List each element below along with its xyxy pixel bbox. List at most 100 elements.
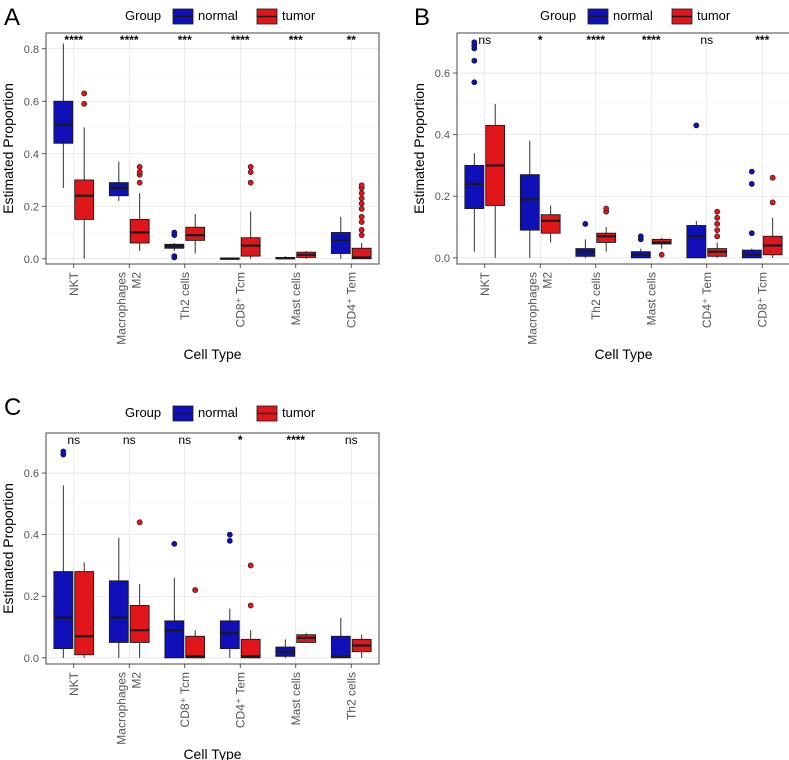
y-tick-label: 0.2 [435,191,450,203]
significance-label: **** [64,33,83,47]
x-tick-label-mast-cells: Mast cells [289,672,303,725]
x-tick-label-line: CD4⁺ Tem [700,272,714,328]
box-normal [53,43,74,188]
outlier-point [748,168,755,175]
x-tick-label-mast-cells: Mast cells [644,272,658,325]
box-body [240,638,261,659]
y-tick-label: 0.4 [24,149,39,161]
x-tick-label-line: CD8⁺ Tcm [233,272,247,327]
panel-c-label: C [4,394,21,421]
x-tick-label-line: Mast cells [644,272,658,325]
box-normal [519,140,540,258]
outlier-point [136,169,143,176]
outlier-point [714,233,721,240]
panel-a-grid [46,33,379,264]
box-body [596,232,617,243]
box-body [108,580,129,643]
outlier-point [358,195,365,202]
x-tick-label-cd4-tem: CD4⁺ Tem [344,272,358,328]
x-tick-label-mast-cells: Mast cells [289,272,303,325]
box-normal [741,168,762,259]
panel-b-y-axis-title: Estimated Proportion [411,83,427,214]
x-tick-label-line: Th2 cells [344,672,358,720]
legend-label-normal: normal [198,8,238,23]
outlier-point [81,90,88,97]
box-body [185,226,206,241]
significance-label: **** [286,433,305,447]
box-normal [164,540,185,659]
y-tick-label: 0.4 [24,530,39,542]
box-tumor [540,205,561,243]
x-tick-label-th2-cells: Th2 cells [178,272,192,320]
panel-c-legend: Group normal tumor [125,405,316,422]
outlier-point [247,179,254,186]
panel-a-y-axis-title: Estimated Proportion [0,83,16,214]
box-normal [330,216,351,259]
box-normal [630,233,651,259]
box-body [108,182,129,197]
box-body [129,605,150,643]
x-tick-label-cd8-tcm: CD8⁺ Tcm [178,672,192,727]
significance-label: ns [123,433,136,447]
box-tumor [240,562,261,659]
legend-label-normal: normal [613,8,653,23]
box-body [519,174,540,231]
x-tick-label-line: CD4⁺ Tem [344,272,358,328]
box-body [74,571,95,656]
panel-b-legend: Group normal tumor [540,8,731,25]
x-tick-label-line: CD8⁺ Tcm [178,672,192,727]
x-tick-label-cd8-tcm: CD8⁺ Tcm [233,272,247,327]
significance-label: *** [289,33,303,47]
significance-label: *** [755,33,769,47]
box-normal [164,229,185,261]
box-tumor [351,634,372,658]
outlier-point [714,208,721,215]
outlier-point [60,448,67,455]
panel-a-x-axis-title: Cell Type [183,346,241,362]
box-normal [464,39,485,252]
x-tick-label-line: Th2 cells [178,272,192,320]
box-tumor [129,163,150,251]
outlier-point [81,100,88,107]
outlier-point [171,540,178,547]
x-tick-label-line: M2 [129,272,143,289]
y-tick-label: 0.2 [24,591,39,603]
legend-title: Group [125,8,161,23]
x-tick-label-line: Macrophages [114,672,128,745]
outlier-point [748,181,755,187]
box-normal [108,161,129,201]
y-tick-label: 0.6 [24,96,39,108]
panel-b-x-axis-title: Cell Type [594,346,652,362]
box-body [74,179,95,220]
panel-a-frame [45,32,380,265]
box-body [686,225,707,259]
box-tumor [485,103,506,258]
legend-title: Group [540,8,576,23]
significance-label: *** [178,33,192,47]
outlier-point [471,79,478,86]
x-tick-label-nkt: NKT [478,271,492,296]
outlier-point [471,39,478,46]
panel-c-frame [45,432,380,665]
significance-label: * [238,433,243,447]
outlier-point [769,199,776,206]
box-tumor [296,633,317,643]
x-tick-label-line: Mast cells [289,672,303,725]
box-tumor [707,208,728,258]
outlier-point [136,519,143,526]
x-tick-label-line: CD4⁺ Tem [233,672,247,728]
y-tick-label: 0.6 [435,68,450,80]
outlier-point [226,537,233,544]
box-tumor [74,90,95,259]
box-body [129,218,150,244]
significance-label: **** [642,33,661,47]
box-tumor [185,214,206,254]
y-tick-label: 0.8 [24,44,39,56]
box-body [330,635,351,659]
panel-c-x-axis-title: Cell Type [183,746,241,760]
legend-label-normal: normal [198,405,238,420]
box-body [464,164,485,210]
box-tumor [762,174,783,258]
